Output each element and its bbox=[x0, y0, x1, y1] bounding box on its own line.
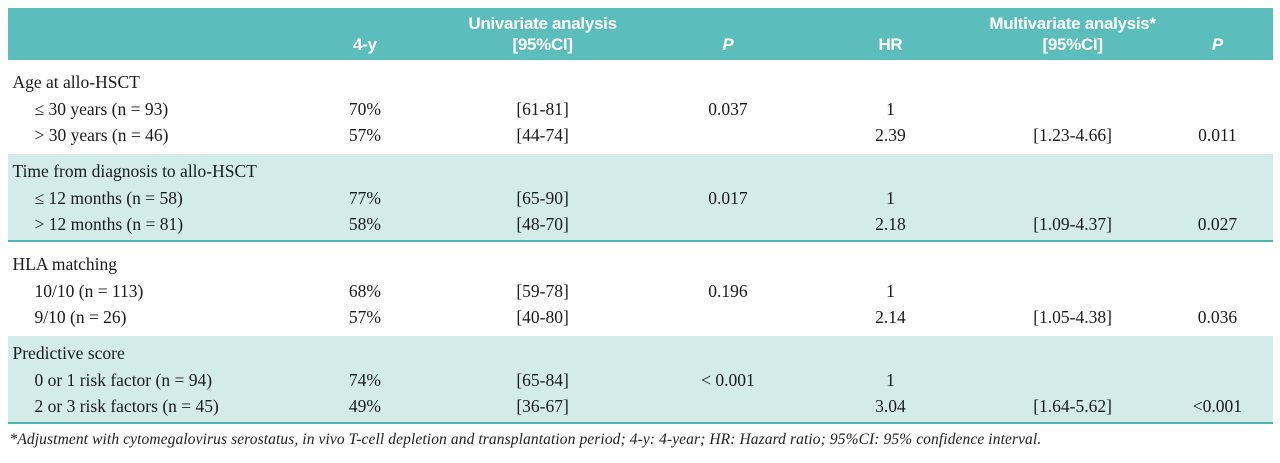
row-label: > 30 years (n = 46) bbox=[34, 124, 169, 145]
header-cell-4y: 4-y bbox=[302, 8, 427, 60]
cell-4y: 74% bbox=[348, 369, 381, 390]
cell-hr: 2.18 bbox=[875, 213, 906, 234]
cell-ci-univariate: [65-84] bbox=[516, 369, 569, 390]
cell-4y: 68% bbox=[348, 280, 381, 301]
group-label: HLA matching bbox=[12, 253, 118, 274]
cell-ci-multivariate: [1.64-5.62] bbox=[1033, 395, 1112, 416]
cell-ci-univariate: [65-90] bbox=[516, 187, 569, 208]
cell-p-multivariate: <0.001 bbox=[1192, 395, 1243, 416]
column-header-hr: HR bbox=[878, 35, 903, 54]
cell-4y: 57% bbox=[348, 124, 381, 145]
group-label: Age at allo-HSCT bbox=[12, 71, 140, 92]
multivariate-analysis-label: Multivariate analysis* bbox=[989, 14, 1156, 33]
column-header-p-multivariate: P bbox=[1211, 35, 1223, 54]
column-header-ci-multivariate: [95%CI] bbox=[1042, 35, 1103, 54]
table-row: > 30 years (n = 46) 57% [44-74] 2.39 [1.… bbox=[8, 122, 1273, 148]
table-header: 4-y Univariate analysis [95%CI] P HR Mul… bbox=[7, 8, 1273, 60]
cell-hr: 1 bbox=[886, 369, 895, 390]
cell-4y: 57% bbox=[348, 306, 381, 327]
cell-hr: 1 bbox=[886, 187, 895, 208]
cell-ci-univariate: [40-80] bbox=[516, 306, 569, 327]
cell-p-multivariate: 0.036 bbox=[1197, 306, 1238, 327]
analysis-table-figure: 4-y Univariate analysis [95%CI] P HR Mul… bbox=[7, 8, 1273, 449]
row-label: ≤ 12 months (n = 58) bbox=[34, 187, 183, 208]
cell-4y: 70% bbox=[348, 98, 381, 119]
cell-hr: 1 bbox=[886, 280, 895, 301]
header-cell-p-multivariate: P bbox=[1162, 8, 1272, 60]
cell-ci-univariate: [36-67] bbox=[516, 395, 569, 416]
row-label: > 12 months (n = 81) bbox=[34, 213, 184, 234]
cell-p-multivariate: 0.027 bbox=[1197, 213, 1238, 234]
cell-p-univariate: 0.017 bbox=[708, 187, 748, 208]
header-cell-multivariate: Multivariate analysis* [95%CI] bbox=[983, 8, 1163, 60]
group-label: Time from diagnosis to allo-HSCT bbox=[12, 160, 257, 181]
table-row: 9/10 (n = 26) 57% [40-80] 2.14 [1.05-4.3… bbox=[8, 304, 1273, 330]
header-cell-hr: HR bbox=[798, 8, 983, 60]
cell-hr: 2.39 bbox=[875, 124, 906, 145]
cell-p-univariate: 0.196 bbox=[708, 280, 748, 301]
cell-ci-univariate: [44-74] bbox=[516, 124, 569, 145]
group-label: Predictive score bbox=[12, 342, 125, 363]
cell-ci-multivariate: [1.09-4.37] bbox=[1033, 213, 1112, 234]
cell-hr: 3.04 bbox=[875, 395, 906, 416]
row-label: 2 or 3 risk factors (n = 45) bbox=[34, 395, 219, 416]
group-time-from-diagnosis: Time from diagnosis to allo-HSCT ≤ 12 mo… bbox=[7, 154, 1273, 242]
group-label-row: Time from diagnosis to allo-HSCT bbox=[8, 157, 1273, 185]
cell-4y: 58% bbox=[348, 213, 381, 234]
cell-ci-multivariate: [1.05-4.38] bbox=[1033, 306, 1112, 327]
cell-hr: 2.14 bbox=[875, 306, 906, 327]
group-label-row: Predictive score bbox=[8, 339, 1273, 367]
column-header-ci-univariate: [95%CI] bbox=[512, 35, 573, 54]
column-header-p-univariate: P bbox=[722, 35, 734, 54]
cell-p-univariate: < 0.001 bbox=[701, 369, 755, 390]
header-cell-empty bbox=[8, 8, 303, 60]
group-hla-matching: HLA matching 10/10 (n = 113) 68% [59-78]… bbox=[8, 242, 1273, 336]
table-row: 2 or 3 risk factors (n = 45) 49% [36-67]… bbox=[8, 393, 1273, 419]
cell-ci-multivariate: [1.23-4.66] bbox=[1033, 124, 1112, 145]
table-row: 0 or 1 risk factor (n = 94) 74% [65-84] … bbox=[8, 367, 1273, 393]
header-cell-univariate: Univariate analysis [95%CI] bbox=[427, 8, 657, 60]
group-label-row: Age at allo-HSCT bbox=[8, 68, 1273, 96]
cell-4y: 77% bbox=[348, 187, 381, 208]
group-age-at-allo-hsct: Age at allo-HSCT ≤ 30 years (n = 93) 70%… bbox=[8, 60, 1273, 154]
cell-p-multivariate: 0.011 bbox=[1198, 124, 1237, 145]
table-footnote: *Adjustment with cytomegalovirus serosta… bbox=[9, 431, 1042, 448]
cell-4y: 49% bbox=[348, 395, 381, 416]
cell-ci-univariate: [48-70] bbox=[516, 213, 569, 234]
cell-hr: 1 bbox=[886, 98, 895, 119]
univariate-analysis-label: Univariate analysis bbox=[468, 14, 617, 33]
group-predictive-score: Predictive score 0 or 1 risk factor (n =… bbox=[7, 336, 1273, 424]
cell-ci-univariate: [61-81] bbox=[516, 98, 569, 119]
row-label: 10/10 (n = 113) bbox=[34, 280, 144, 301]
table-row: ≤ 12 months (n = 58) 77% [65-90] 0.017 1 bbox=[8, 185, 1273, 211]
table-row: 10/10 (n = 113) 68% [59-78] 0.196 1 bbox=[8, 278, 1273, 304]
header-cell-p-univariate: P bbox=[658, 8, 798, 60]
cell-ci-univariate: [59-78] bbox=[516, 280, 569, 301]
row-label: 9/10 (n = 26) bbox=[34, 306, 127, 327]
row-label: ≤ 30 years (n = 93) bbox=[34, 98, 169, 119]
row-label: 0 or 1 risk factor (n = 94) bbox=[34, 369, 213, 390]
group-label-row: HLA matching bbox=[8, 250, 1273, 278]
table-row: ≤ 30 years (n = 93) 70% [61-81] 0.037 1 bbox=[8, 96, 1273, 122]
column-header-4y: 4-y bbox=[353, 35, 377, 54]
cell-p-univariate: 0.037 bbox=[708, 98, 748, 119]
table-row: > 12 months (n = 81) 58% [48-70] 2.18 [1… bbox=[8, 211, 1273, 237]
